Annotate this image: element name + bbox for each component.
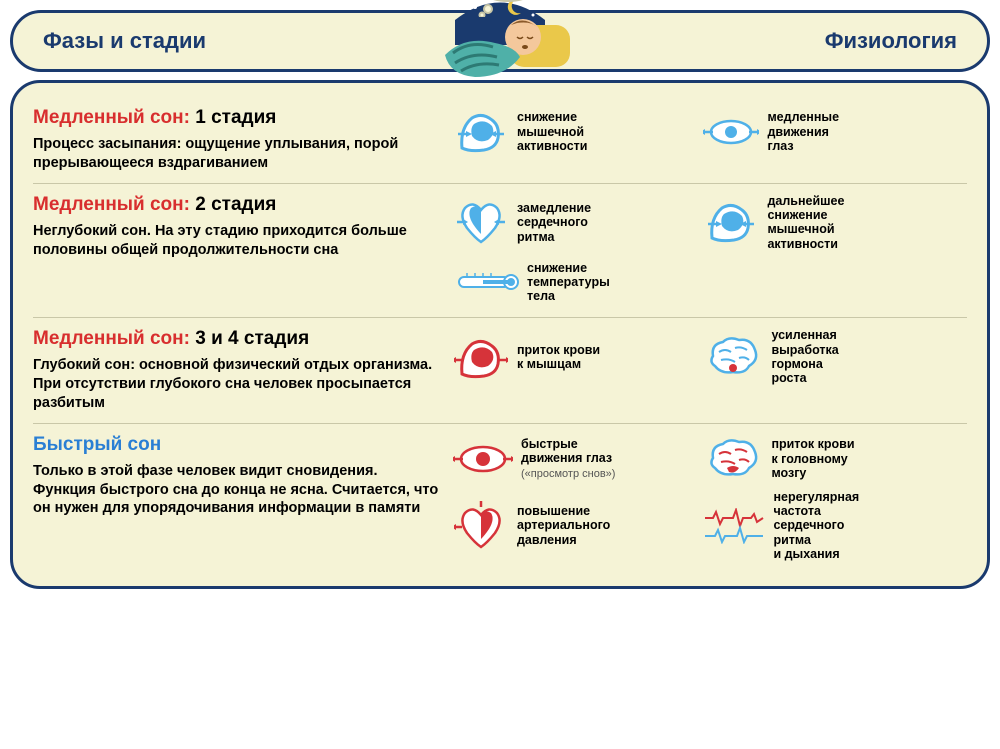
thermometer-icon <box>453 257 519 307</box>
phys-label: приток кровик головномумозгу <box>771 437 854 480</box>
phys-item: медленныедвиженияглаз <box>703 107 939 157</box>
stage-desc: Глубокий сон: основной физический отдых … <box>33 356 443 413</box>
section-stage-3-4: Медленный сон: 3 и 4 стадия Глубокий сон… <box>33 317 967 423</box>
phys-item: быстрыедвижения глаз («просмотр снов») <box>453 434 689 484</box>
brain-icon <box>703 332 763 382</box>
main-panel: Медленный сон: 1 стадия Процесс засыпани… <box>10 80 990 589</box>
phys-item: усиленнаявыработкагормонароста <box>703 328 939 386</box>
brain-red-icon <box>703 434 763 484</box>
stage-label: 3 и 4 стадия <box>195 328 309 349</box>
stage-title: Медленный сон: 3 и 4 стадия <box>33 328 443 350</box>
section-stage-2: Медленный сон: 2 стадия Неглубокий сон. … <box>33 183 967 318</box>
header-left-label: Фазы и стадии <box>43 28 206 54</box>
muscle-icon <box>453 107 509 157</box>
phys-label: повышениеартериальногодавления <box>517 504 610 547</box>
sleeping-child-illustration <box>425 0 575 85</box>
section-right: снижениемышечнойактивности медленныедвиж… <box>453 107 967 173</box>
phys-label: дальнейшееснижениемышечнойактивности <box>767 194 844 252</box>
section-right: приток кровик мышцам усиленнаявыработкаг… <box>453 328 967 413</box>
phys-label: усиленнаявыработкагормонароста <box>771 328 838 386</box>
stage-desc: Только в этой фазе человек видит сновиде… <box>33 462 443 519</box>
phys-item: нерегулярнаячастотасердечногоритмаи дыха… <box>703 490 939 562</box>
section-left: Медленный сон: 2 стадия Неглубокий сон. … <box>33 194 453 308</box>
stage-title: Быстрый сон <box>33 434 443 456</box>
stage-desc: Неглубокий сон. На эту стадию приходится… <box>33 222 443 260</box>
muscle-red-icon <box>453 332 509 382</box>
phase-label: Медленный сон: <box>33 107 190 128</box>
header-right-label: Физиология <box>825 28 957 54</box>
phys-label: снижениетемпературытела <box>527 261 610 304</box>
phase-label: Быстрый сон <box>33 434 161 455</box>
header-bar: Фазы и стадии Физиология <box>10 10 990 72</box>
heart-icon <box>453 197 509 247</box>
thought-bubble-icon <box>472 0 542 17</box>
phys-item: повышениеартериальногодавления <box>453 490 689 562</box>
muscle-icon <box>703 197 759 247</box>
section-left: Быстрый сон Только в этой фазе человек в… <box>33 434 453 562</box>
stage-title: Медленный сон: 2 стадия <box>33 194 443 216</box>
wave-icon <box>703 501 765 551</box>
phys-item: замедлениесердечногоритма <box>453 194 689 252</box>
stage-label: 2 стадия <box>195 194 276 215</box>
phys-item: приток кровик мышцам <box>453 328 689 386</box>
phys-item: снижениемышечнойактивности <box>453 107 689 157</box>
stage-title: Медленный сон: 1 стадия <box>33 107 443 129</box>
heart-red-icon <box>453 501 509 551</box>
phys-item: дальнейшееснижениемышечнойактивности <box>703 194 939 252</box>
phys-label: приток кровик мышцам <box>517 343 600 372</box>
section-right: быстрыедвижения глаз («просмотр снов») п… <box>453 434 967 562</box>
phys-label: снижениемышечнойактивности <box>517 110 587 153</box>
phys-label: нерегулярнаячастотасердечногоритмаи дыха… <box>773 490 859 562</box>
phys-label: медленныедвиженияглаз <box>767 110 839 153</box>
stage-desc: Процесс засыпания: ощущение уплывания, п… <box>33 135 443 173</box>
section-left: Медленный сон: 3 и 4 стадия Глубокий сон… <box>33 328 453 413</box>
eye-icon <box>703 107 759 157</box>
phase-label: Медленный сон: <box>33 194 190 215</box>
stage-label: 1 стадия <box>195 107 276 128</box>
section-stage-1: Медленный сон: 1 стадия Процесс засыпани… <box>33 97 967 183</box>
section-rem: Быстрый сон Только в этой фазе человек в… <box>33 423 967 572</box>
phys-label: быстрыедвижения глаз («просмотр снов») <box>521 437 615 480</box>
eye-red-icon <box>453 434 513 484</box>
phase-label: Медленный сон: <box>33 328 190 349</box>
phys-item: приток кровик головномумозгу <box>703 434 939 484</box>
section-left: Медленный сон: 1 стадия Процесс засыпани… <box>33 107 453 173</box>
section-right: замедлениесердечногоритма дальнейшеесниж… <box>453 194 967 308</box>
phys-item: снижениетемпературытела <box>453 257 689 307</box>
phys-label: замедлениесердечногоритма <box>517 201 591 244</box>
